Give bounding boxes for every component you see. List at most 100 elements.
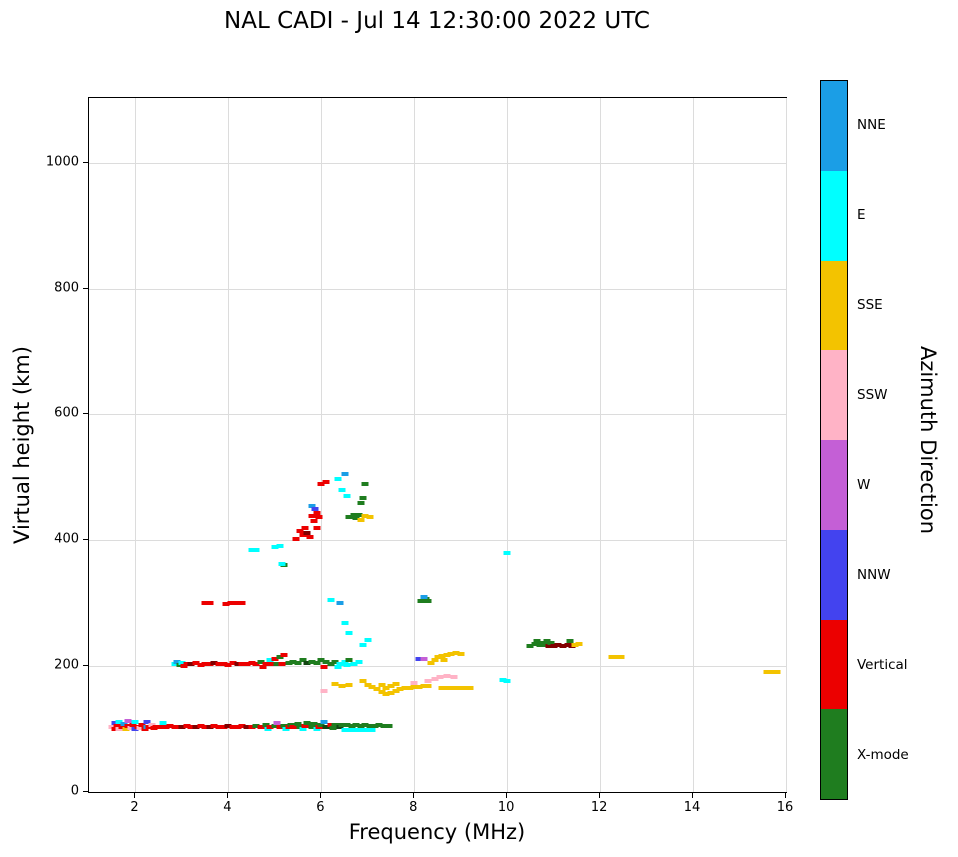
colorbar-segment-x-mode [821, 709, 847, 799]
gridline-vertical [321, 98, 323, 792]
data-point [424, 678, 432, 683]
data-point [387, 684, 395, 689]
colorbar [820, 80, 848, 800]
data-point [234, 601, 242, 606]
data-point [201, 661, 209, 666]
data-point [452, 650, 460, 655]
data-point [540, 642, 548, 647]
data-point [141, 727, 149, 732]
colorbar-segment-vertical [821, 619, 847, 710]
data-point [406, 685, 414, 690]
colorbar-label-vertical: Vertical [857, 657, 908, 673]
data-point [420, 657, 428, 662]
data-point [131, 719, 139, 724]
data-point [401, 686, 409, 691]
data-point [336, 601, 344, 606]
data-point [320, 664, 328, 669]
data-point [166, 723, 174, 728]
data-point [396, 687, 404, 692]
data-point [127, 725, 135, 730]
data-point [410, 684, 418, 689]
data-point [303, 661, 311, 665]
data-point [159, 720, 167, 725]
colorbar-segment-nne [821, 81, 847, 171]
data-point [322, 724, 330, 729]
data-point [310, 519, 318, 524]
data-point [266, 724, 274, 729]
gridline-horizontal [89, 540, 786, 542]
data-point [243, 662, 251, 667]
gridline-horizontal [89, 414, 786, 416]
data-point [317, 658, 325, 663]
data-point [359, 727, 367, 732]
data-point [278, 561, 286, 566]
gridline-vertical [600, 98, 602, 792]
data-point [466, 686, 474, 691]
data-point [220, 661, 228, 666]
data-point [313, 661, 321, 665]
data-point [352, 723, 360, 728]
y-tick [83, 287, 88, 289]
data-point [343, 494, 351, 499]
x-tick [134, 793, 136, 798]
data-point [289, 659, 297, 664]
data-point [238, 661, 246, 666]
data-point [345, 631, 353, 636]
data-point [197, 662, 205, 667]
data-point [364, 637, 372, 642]
x-tick [227, 793, 229, 798]
data-point [427, 661, 435, 665]
data-point [424, 684, 432, 689]
colorbar-title: Azimuth Direction [916, 345, 940, 535]
data-point [768, 669, 776, 674]
data-point [252, 548, 260, 553]
data-point [206, 662, 214, 667]
data-point [357, 501, 365, 506]
data-point [273, 661, 281, 666]
data-point [350, 661, 358, 666]
x-tick-label: 12 [590, 800, 608, 815]
data-point [341, 472, 349, 477]
data-point [378, 689, 386, 694]
data-point [450, 675, 458, 680]
data-point [215, 724, 223, 729]
data-point [313, 510, 321, 515]
data-point [364, 683, 372, 688]
data-point [301, 723, 309, 728]
data-point [299, 727, 307, 732]
colorbar-label-nne: NNE [857, 117, 886, 133]
data-point [447, 651, 455, 656]
data-point [352, 515, 360, 520]
data-point [280, 652, 288, 657]
data-point [180, 664, 188, 669]
data-point [378, 683, 386, 688]
data-point [554, 643, 562, 648]
data-point [350, 727, 358, 732]
data-point [443, 652, 451, 657]
data-point [248, 724, 256, 729]
data-point [338, 722, 346, 727]
data-point [503, 550, 511, 555]
colorbar-label-e: E [857, 207, 866, 223]
data-point [294, 661, 302, 665]
x-tick [692, 793, 694, 798]
data-point [273, 720, 281, 725]
data-point [317, 481, 325, 486]
data-point [612, 654, 620, 659]
data-point [296, 528, 304, 533]
data-point [545, 644, 553, 649]
data-point [282, 727, 290, 732]
data-point [571, 642, 579, 647]
data-point [252, 723, 260, 728]
data-point [303, 530, 311, 535]
data-point [359, 496, 367, 501]
data-point [345, 683, 353, 688]
data-point [136, 725, 144, 730]
data-point [431, 657, 439, 662]
data-point [229, 724, 237, 729]
gridline-vertical [414, 98, 416, 792]
data-point [438, 685, 446, 690]
data-point [368, 727, 376, 732]
data-point [357, 518, 365, 523]
data-point [224, 723, 232, 728]
